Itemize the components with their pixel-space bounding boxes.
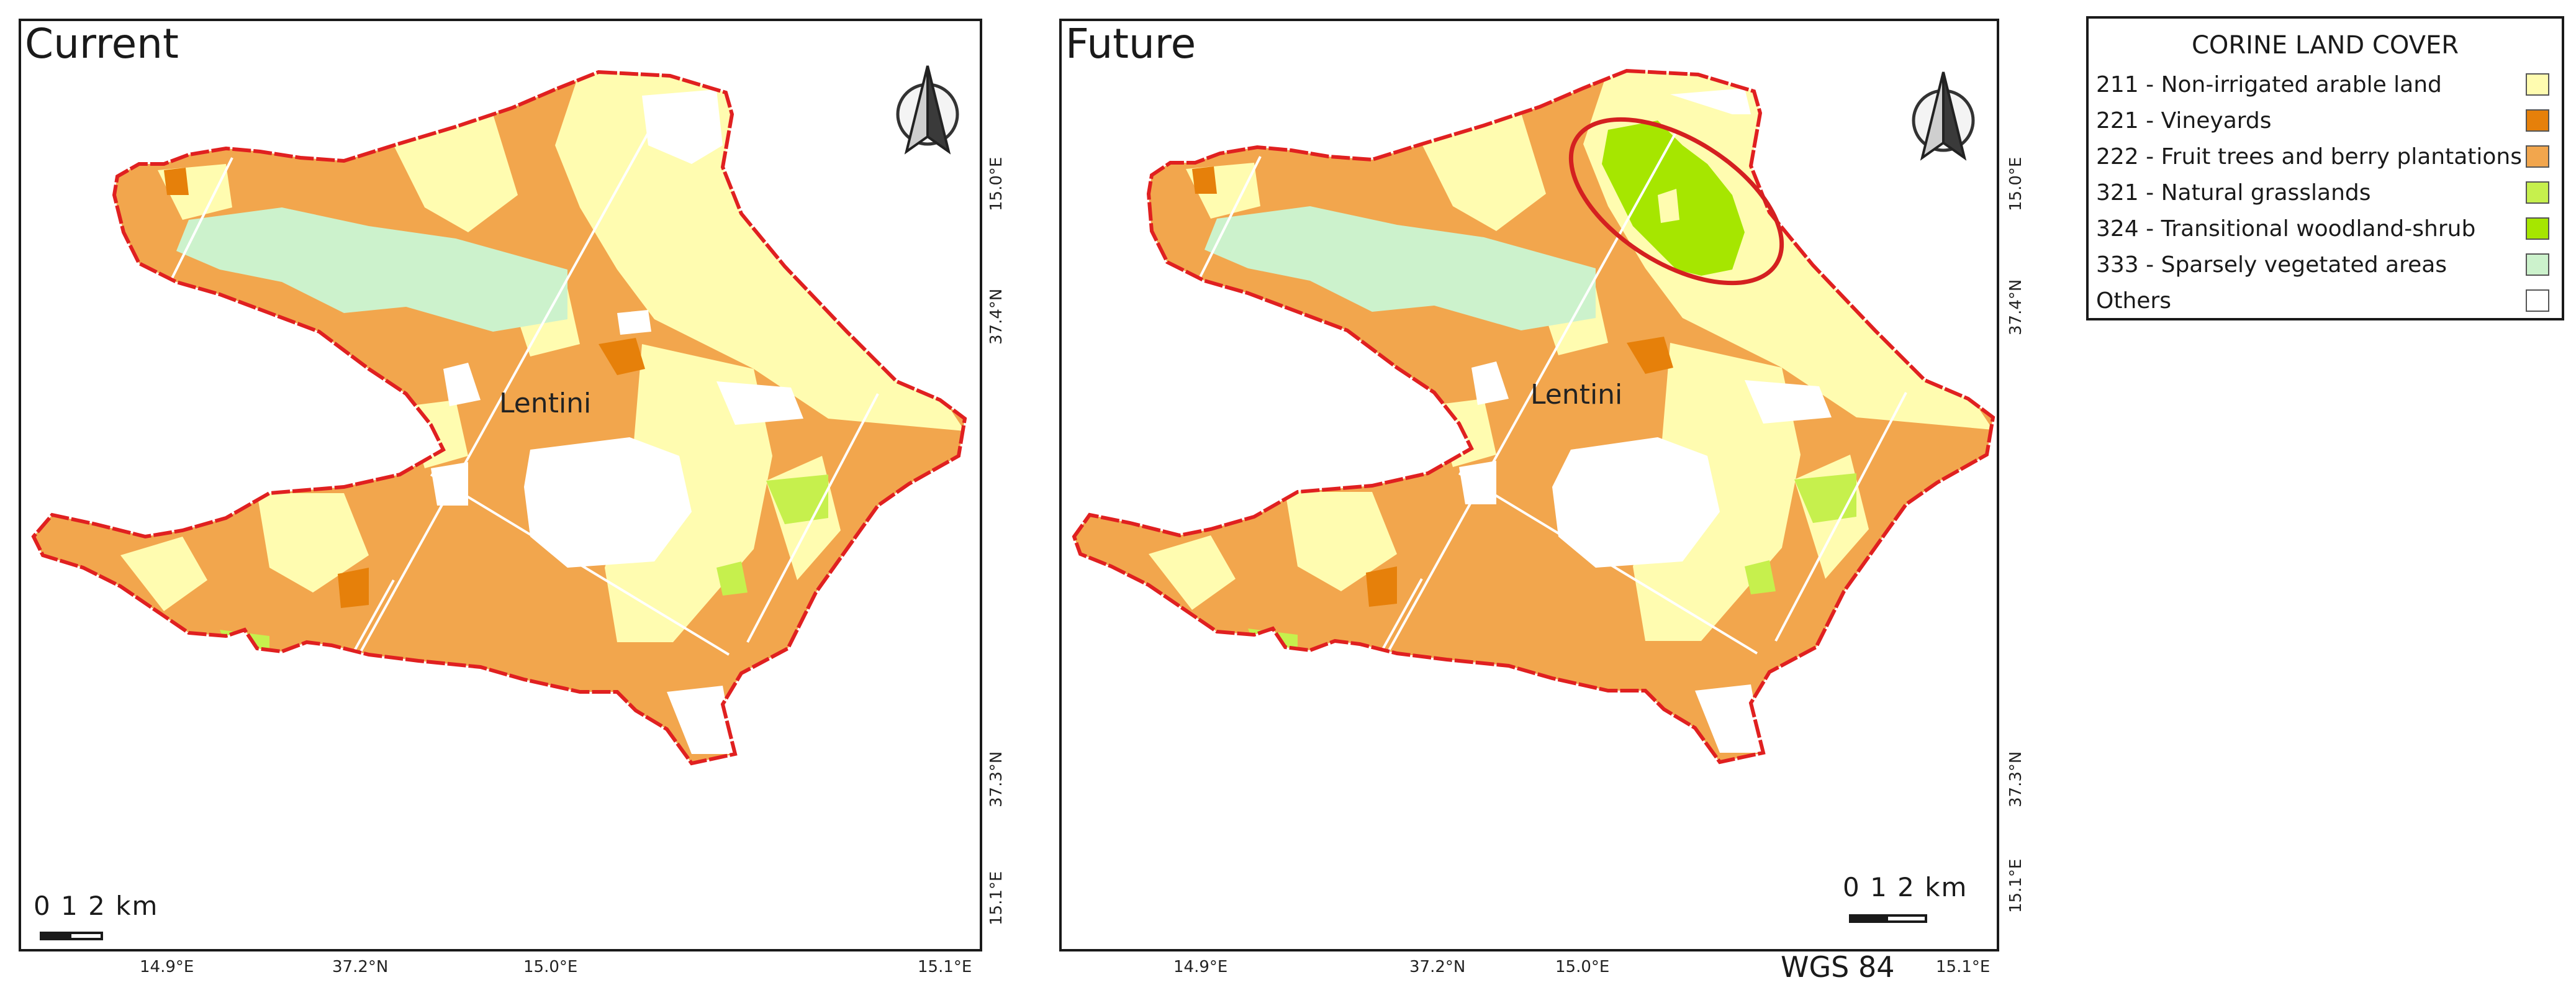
legend-item: Others xyxy=(2096,283,2554,316)
scale-bar-future xyxy=(1849,914,1927,923)
legend-item: 222 - Fruit trees and berry plantations xyxy=(2096,139,2554,171)
coord-right-3: 37.3°N xyxy=(987,751,1006,807)
legend-swatch xyxy=(2526,145,2549,168)
legend-item: 321 - Natural grasslands xyxy=(2096,175,2554,207)
legend-item-label: 211 - Non-irrigated arable land xyxy=(2096,72,2442,98)
legend-item-label: Others xyxy=(2096,288,2171,314)
legend-item: 211 - Non-irrigated arable land xyxy=(2096,67,2554,99)
legend: CORINE LAND COVER 211 - Non-irrigated ar… xyxy=(2086,16,2564,320)
legend-swatch xyxy=(2526,217,2549,240)
legend-item: 324 - Transitional woodland-shrub xyxy=(2096,211,2554,243)
coord-bottom-2: 37.2°N xyxy=(332,958,389,976)
coord-bottom-1: 14.9°E xyxy=(140,958,194,976)
place-label-lentini-future: Lentini xyxy=(1530,379,1622,411)
crs-label: WGS 84 xyxy=(1781,950,1895,984)
scale-label-future: 0 1 2 km xyxy=(1843,872,1968,902)
legend-swatch xyxy=(2526,109,2549,132)
coord-bottom-1-future: 14.9°E xyxy=(1173,958,1228,976)
legend-title: CORINE LAND COVER xyxy=(2191,31,2459,60)
panel-title-current: Current xyxy=(25,20,179,68)
legend-swatch xyxy=(2526,73,2549,96)
map-future: Lentini xyxy=(1072,68,1995,765)
coord-right-3-future: 37.3°N xyxy=(2007,751,2025,807)
coord-right-4: 15.1°E xyxy=(987,871,1006,925)
map-panel-future: Future xyxy=(1059,19,1999,951)
coord-right-1: 15.0°E xyxy=(987,157,1006,211)
legend-item-label: 321 - Natural grasslands xyxy=(2096,180,2371,206)
legend-item: 221 - Vineyards xyxy=(2096,103,2554,135)
legend-item: 333 - Sparsely vegetated areas xyxy=(2096,247,2554,279)
coord-right-1-future: 15.0°E xyxy=(2007,157,2025,211)
coord-right-4-future: 15.1°E xyxy=(2007,858,2025,913)
legend-item-label: 333 - Sparsely vegetated areas xyxy=(2096,252,2447,278)
scale-label-current: 0 1 2 km xyxy=(34,891,159,921)
coord-bottom-4: 15.1°E xyxy=(918,958,972,976)
legend-item-label: 221 - Vineyards xyxy=(2096,108,2272,134)
legend-swatch xyxy=(2526,253,2549,276)
coord-bottom-3: 15.0°E xyxy=(523,958,578,976)
coord-right-2-future: 37.4°N xyxy=(2007,279,2025,335)
legend-item-label: 324 - Transitional woodland-shrub xyxy=(2096,216,2476,242)
place-label-lentini-current: Lentini xyxy=(499,388,591,419)
highlight-ellipse xyxy=(1568,117,1784,286)
coord-right-2: 37.4°N xyxy=(987,288,1006,345)
north-arrow-icon xyxy=(1912,71,1975,161)
scale-bar-current xyxy=(40,932,103,940)
north-arrow-icon xyxy=(896,65,959,155)
coord-bottom-2-future: 37.2°N xyxy=(1409,958,1466,976)
legend-swatch xyxy=(2526,181,2549,204)
map-panel-current: Current xyxy=(19,19,982,951)
coord-bottom-3-future: 15.0°E xyxy=(1555,958,1610,976)
coord-bottom-4-future: 15.1°E xyxy=(1936,958,1991,976)
panel-title-future: Future xyxy=(1065,20,1196,68)
legend-swatch xyxy=(2526,289,2549,312)
map-current: Lentini xyxy=(31,65,967,766)
legend-item-label: 222 - Fruit trees and berry plantations xyxy=(2096,144,2522,170)
